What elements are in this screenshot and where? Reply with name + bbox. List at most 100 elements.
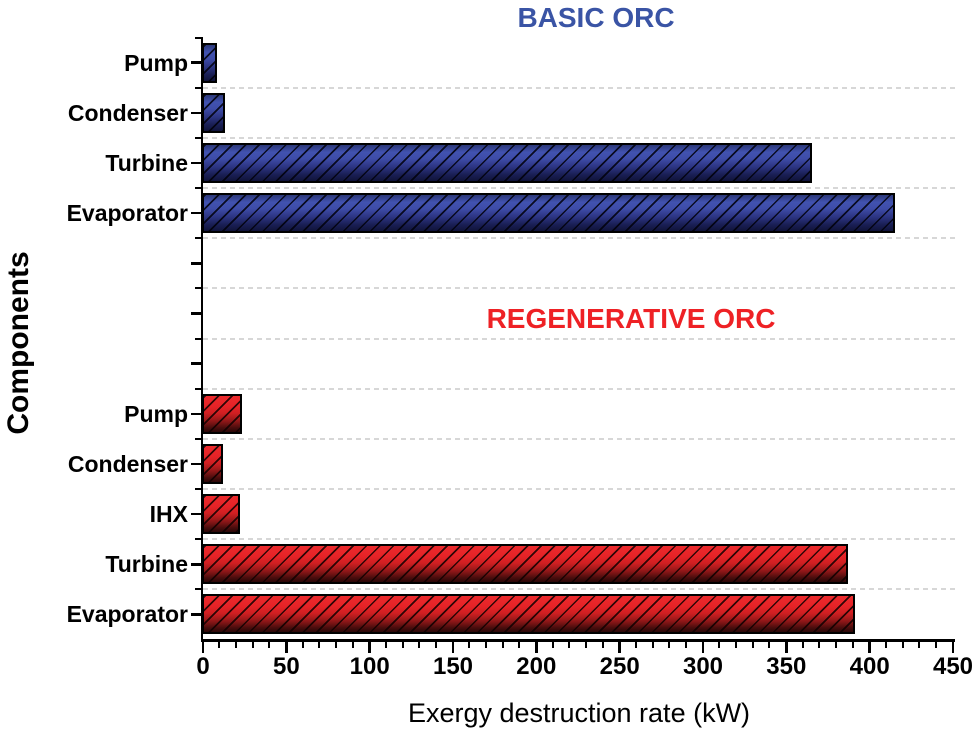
- gridline: [203, 488, 959, 490]
- y-minor-tick: [195, 437, 202, 440]
- basic-orc-title: BASIC ORC: [517, 2, 675, 33]
- x-minor-tick: [668, 640, 671, 648]
- x-minor-tick: [685, 640, 688, 648]
- y-minor-tick: [195, 287, 202, 290]
- x-minor-tick: [601, 640, 604, 648]
- x-minor-tick: [718, 640, 721, 648]
- y-minor-tick: [195, 387, 202, 390]
- ytick-label-pump: Pump: [124, 400, 188, 427]
- x-minor-tick: [518, 640, 521, 648]
- y-major-tick: [191, 512, 202, 516]
- x-minor-tick: [885, 640, 888, 648]
- y-minor-tick: [195, 237, 202, 240]
- gridline: [203, 187, 959, 189]
- y-axis-line: [200, 36, 203, 642]
- x-minor-tick: [851, 640, 854, 648]
- x-major-tick: [618, 640, 621, 653]
- x-minor-tick: [468, 640, 471, 648]
- bar-regenerative-orc-ihx: [202, 494, 240, 535]
- y-minor-tick: [195, 136, 202, 139]
- x-major-tick: [785, 640, 788, 653]
- x-minor-tick: [318, 640, 321, 648]
- bar-basic-orc-pump: [202, 42, 217, 83]
- y-minor-tick: [195, 86, 202, 89]
- x-minor-tick: [235, 640, 238, 648]
- x-minor-tick: [801, 640, 804, 648]
- ytick-label-evaporator: Evaporator: [66, 200, 188, 227]
- regenerative-orc-title: REGENERATIVE ORC: [486, 303, 776, 334]
- y-major-tick: [191, 111, 202, 114]
- x-major-tick: [701, 640, 705, 653]
- xtick-label-0: 0: [196, 653, 210, 680]
- y-minor-tick: [195, 588, 202, 591]
- y-minor-tick: [195, 337, 202, 340]
- x-minor-tick: [818, 640, 821, 648]
- gridline: [203, 538, 959, 541]
- x-minor-tick: [585, 640, 588, 648]
- ytick-label-evaporator: Evaporator: [66, 601, 188, 628]
- x-minor-tick: [351, 640, 354, 648]
- y-major-tick: [191, 211, 202, 215]
- x-minor-tick: [835, 640, 838, 648]
- xtick-label-450: 450: [932, 653, 974, 680]
- y-major-tick: [191, 412, 202, 415]
- bar-regenerative-orc-pump: [202, 393, 242, 434]
- bar-basic-orc-evaporator: [202, 193, 895, 234]
- y-major-tick: [191, 262, 202, 265]
- x-major-tick: [201, 640, 205, 653]
- gridline: [203, 437, 959, 440]
- xtick-label-100: 100: [349, 653, 390, 680]
- bar-regenerative-orc-turbine: [202, 544, 849, 585]
- gridline: [203, 136, 959, 139]
- x-minor-tick: [501, 640, 504, 648]
- x-minor-tick: [251, 640, 254, 648]
- y-minor-tick: [195, 538, 202, 541]
- x-major-tick: [285, 640, 288, 653]
- xtick-label-400: 400: [849, 653, 890, 680]
- y-major-tick: [191, 161, 202, 165]
- x-major-tick: [951, 640, 955, 653]
- x-minor-tick: [935, 640, 938, 648]
- x-minor-tick: [551, 640, 554, 648]
- xtick-label-200: 200: [516, 653, 557, 680]
- xtick-label-350: 350: [766, 653, 807, 680]
- gridline: [203, 237, 959, 240]
- y-major-tick: [191, 362, 202, 365]
- x-minor-tick: [918, 640, 921, 648]
- ytick-label-condenser: Condenser: [67, 99, 188, 126]
- y-major-tick: [191, 462, 202, 466]
- x-axis-label: Exergy destruction rate (kW): [407, 698, 751, 728]
- x-minor-tick: [768, 640, 771, 648]
- xtick-label-300: 300: [682, 653, 724, 680]
- x-minor-tick: [218, 640, 221, 648]
- x-minor-tick: [735, 640, 738, 648]
- bar-regenerative-orc-evaporator: [202, 594, 855, 635]
- xtick-label-150: 150: [432, 653, 474, 680]
- bar-regenerative-orc-condenser: [202, 443, 224, 484]
- x-minor-tick: [751, 640, 754, 648]
- y-major-tick: [191, 563, 202, 566]
- y-minor-tick: [195, 36, 202, 39]
- x-minor-tick: [485, 640, 488, 648]
- ytick-label-turbine: Turbine: [105, 551, 188, 578]
- xtick-label-250: 250: [599, 653, 640, 680]
- ytick-label-turbine: Turbine: [105, 149, 188, 176]
- x-minor-tick: [568, 640, 571, 648]
- x-major-tick: [368, 640, 371, 653]
- x-minor-tick: [301, 640, 304, 648]
- y-minor-tick: [195, 187, 202, 189]
- ytick-label-ihx: IHX: [149, 501, 188, 528]
- y-major-tick: [191, 61, 202, 64]
- ytick-label-condenser: Condenser: [67, 450, 188, 477]
- x-axis-line: [200, 639, 955, 642]
- x-major-tick: [868, 640, 871, 653]
- y-minor-tick: [195, 488, 202, 490]
- gridline: [203, 387, 959, 390]
- x-minor-tick: [418, 640, 421, 648]
- y-major-tick: [191, 312, 202, 315]
- x-minor-tick: [401, 640, 404, 648]
- gridline: [203, 588, 959, 591]
- x-minor-tick: [651, 640, 654, 648]
- x-major-tick: [451, 640, 455, 653]
